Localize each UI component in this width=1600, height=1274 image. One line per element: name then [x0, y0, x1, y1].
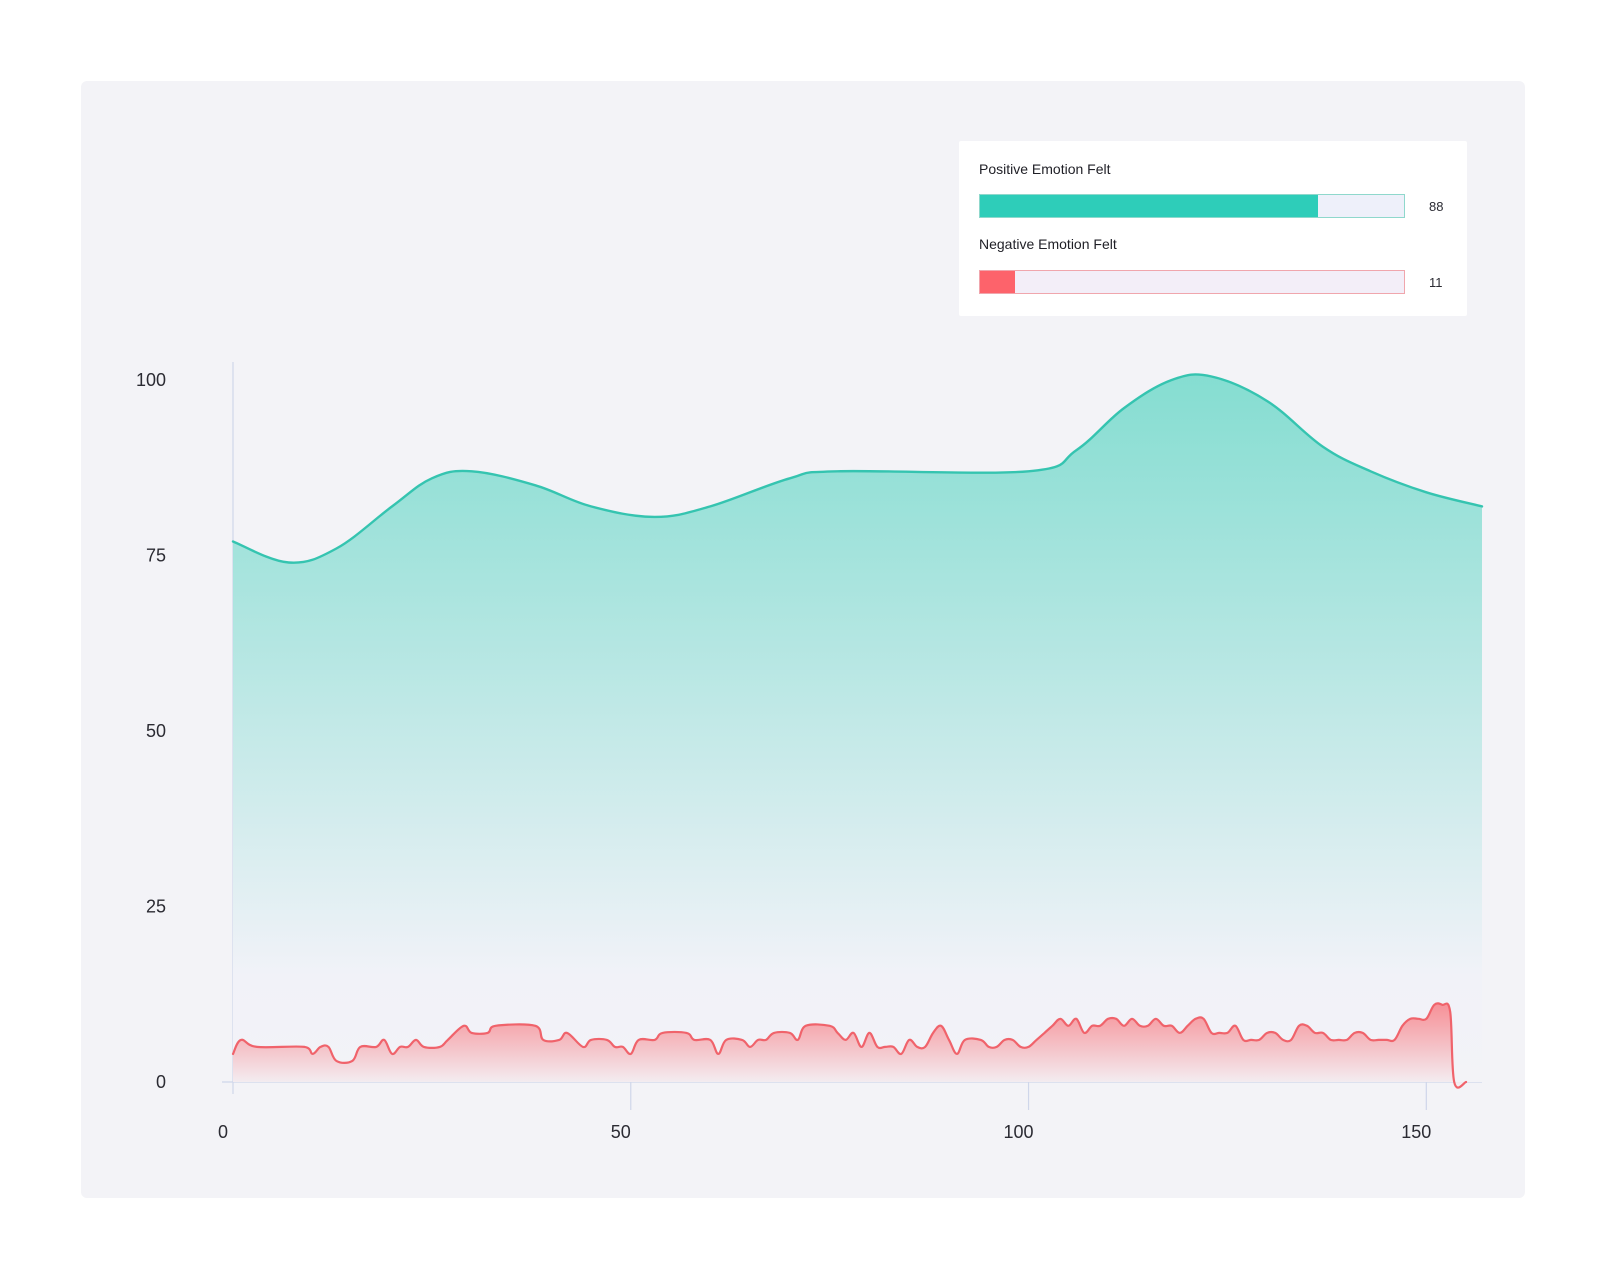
- negative-bar-track: [979, 270, 1405, 294]
- y-tick-label: 75: [146, 546, 166, 566]
- legend: Positive Emotion Felt 88 Negative Emotio…: [959, 141, 1467, 316]
- x-tick-label: 100: [1004, 1122, 1034, 1142]
- negative-bar-value: 11: [1429, 275, 1443, 290]
- legend-label-positive: Positive Emotion Felt: [979, 161, 1111, 177]
- positive-bar-fill: [980, 195, 1318, 217]
- negative-bar-fill: [980, 271, 1015, 293]
- y-tick-label: 25: [146, 897, 166, 917]
- x-tick-label: 150: [1401, 1122, 1431, 1142]
- x-tick-label: 50: [611, 1122, 631, 1142]
- positive-series-line: [231, 373, 1484, 564]
- y-tick-label: 50: [146, 721, 166, 741]
- positive-series-area: [233, 374, 1482, 1082]
- y-tick-label: 100: [136, 370, 166, 390]
- y-tick-label: 0: [156, 1072, 166, 1092]
- positive-bar-value: 88: [1429, 199, 1444, 214]
- negative-series-area: [233, 1003, 1467, 1088]
- negative-series-line: [231, 1002, 1468, 1089]
- x-tick-label: 0: [218, 1122, 228, 1142]
- positive-bar-track: [979, 194, 1405, 218]
- legend-label-negative: Negative Emotion Felt: [979, 236, 1117, 252]
